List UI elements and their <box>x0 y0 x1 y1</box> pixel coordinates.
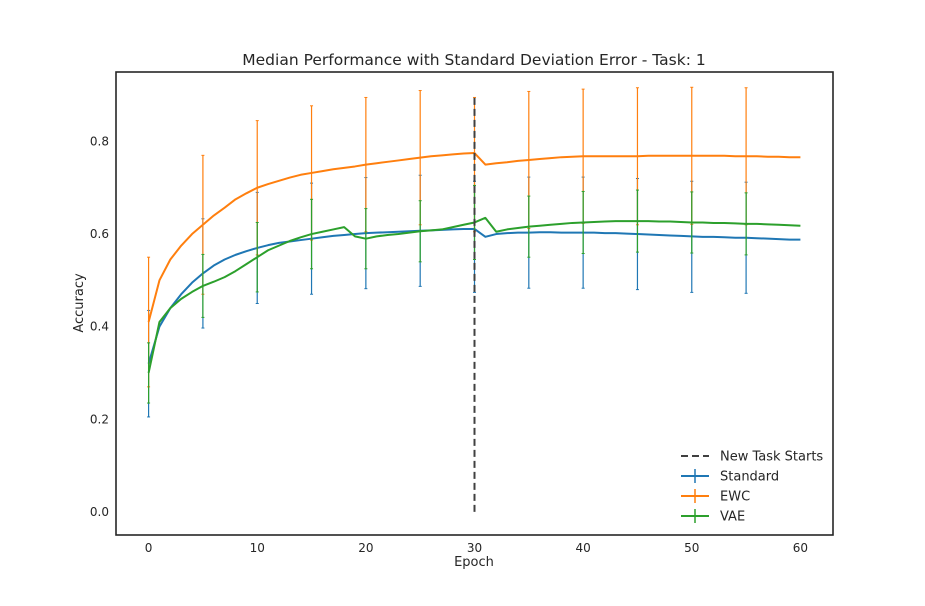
chart-title: Median Performance with Standard Deviati… <box>242 51 705 69</box>
tick-labels: 0 10 20 30 40 50 60 0.0 0.2 0.4 0.6 0.8 <box>90 134 808 555</box>
x-tick-label: 10 <box>250 541 265 555</box>
x-tick-label: 20 <box>358 541 373 555</box>
y-tick-label: 0.2 <box>90 412 109 426</box>
y-tick-label: 0.0 <box>90 505 109 519</box>
plot-area <box>147 86 801 512</box>
plot-frame <box>115 71 834 536</box>
x-tick-label: 30 <box>467 541 482 555</box>
x-tick-label: 60 <box>793 541 808 555</box>
y-tick-label: 0.6 <box>90 227 109 241</box>
legend-label: New Task Starts <box>720 450 823 465</box>
legend-label: VAE <box>720 510 745 525</box>
x-tick-label: 50 <box>684 541 699 555</box>
y-tick-label: 0.8 <box>90 134 109 148</box>
legend-label: EWC <box>720 490 750 505</box>
series-vae <box>147 184 801 404</box>
legend-label: Standard <box>720 470 779 485</box>
x-axis-label: Epoch <box>454 555 494 570</box>
y-tick-label: 0.4 <box>90 320 109 334</box>
x-tick-label: 0 <box>145 541 153 555</box>
legend: New Task Starts Standard EWC VAE <box>681 450 823 525</box>
x-tick-label: 40 <box>575 541 590 555</box>
y-axis-label: Accuracy <box>72 273 87 333</box>
